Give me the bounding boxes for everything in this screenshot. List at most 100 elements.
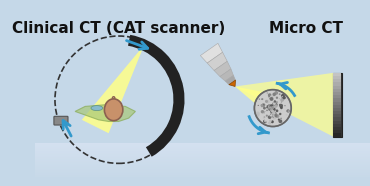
Bar [35, 160, 370, 161]
Circle shape [280, 106, 283, 109]
Circle shape [267, 92, 268, 94]
Circle shape [270, 95, 274, 99]
Circle shape [273, 112, 277, 116]
Bar [333, 89, 341, 92]
Circle shape [279, 93, 280, 95]
Circle shape [280, 118, 282, 119]
Ellipse shape [104, 99, 123, 121]
Circle shape [266, 100, 270, 104]
Circle shape [268, 105, 271, 109]
Circle shape [272, 116, 276, 120]
Circle shape [272, 111, 275, 114]
Polygon shape [220, 69, 233, 81]
Circle shape [269, 105, 273, 108]
Circle shape [262, 98, 264, 100]
Circle shape [260, 104, 263, 107]
Text: Clinical CT (CAT scanner): Clinical CT (CAT scanner) [12, 21, 225, 36]
Bar [35, 150, 370, 151]
Bar [35, 154, 370, 155]
Circle shape [270, 105, 274, 108]
Bar [35, 163, 370, 164]
Circle shape [273, 95, 276, 97]
Circle shape [286, 114, 287, 116]
Circle shape [272, 112, 275, 115]
Circle shape [255, 90, 291, 126]
Circle shape [270, 115, 271, 116]
Bar [333, 73, 341, 76]
Circle shape [267, 105, 270, 108]
Circle shape [279, 113, 282, 115]
Circle shape [262, 103, 265, 107]
Circle shape [273, 112, 275, 113]
Circle shape [272, 107, 274, 109]
Circle shape [263, 116, 266, 119]
Circle shape [261, 105, 263, 107]
Circle shape [266, 105, 269, 108]
Circle shape [274, 100, 276, 103]
Circle shape [280, 108, 282, 110]
Polygon shape [235, 73, 333, 137]
Circle shape [276, 97, 278, 99]
Circle shape [272, 107, 273, 108]
Circle shape [273, 115, 275, 117]
Bar [35, 175, 370, 176]
Bar [35, 171, 370, 172]
Circle shape [259, 98, 260, 100]
Bar [35, 151, 370, 152]
Bar [333, 121, 341, 124]
Polygon shape [207, 52, 227, 70]
Circle shape [274, 91, 278, 95]
Circle shape [266, 115, 268, 117]
Circle shape [264, 116, 265, 118]
Circle shape [263, 120, 267, 123]
Circle shape [271, 107, 275, 110]
Circle shape [270, 112, 271, 113]
Circle shape [272, 93, 276, 96]
Bar [35, 164, 370, 165]
Bar [35, 153, 370, 154]
Circle shape [275, 107, 276, 108]
Polygon shape [75, 105, 135, 121]
Circle shape [281, 94, 285, 98]
Bar [333, 108, 341, 111]
Circle shape [273, 106, 276, 108]
Circle shape [262, 98, 263, 100]
Circle shape [258, 105, 259, 106]
Polygon shape [214, 61, 231, 77]
Circle shape [275, 105, 278, 108]
Bar [35, 146, 370, 147]
Circle shape [272, 110, 273, 111]
Polygon shape [225, 75, 235, 85]
Circle shape [273, 108, 276, 110]
Circle shape [275, 114, 278, 117]
Bar [333, 73, 342, 137]
Circle shape [256, 113, 259, 117]
Circle shape [268, 108, 271, 111]
Circle shape [265, 117, 268, 121]
Bar [35, 149, 370, 150]
Circle shape [264, 119, 267, 122]
Circle shape [272, 106, 275, 109]
Circle shape [273, 113, 274, 114]
Bar [35, 162, 370, 163]
Bar [35, 157, 370, 158]
Bar [35, 156, 370, 157]
Circle shape [269, 106, 272, 109]
Polygon shape [229, 80, 235, 86]
Bar [333, 133, 341, 137]
Circle shape [268, 121, 271, 125]
Bar [333, 86, 341, 89]
Bar [35, 174, 370, 175]
Circle shape [272, 108, 276, 111]
Circle shape [266, 118, 268, 120]
Bar [35, 170, 370, 171]
Circle shape [272, 108, 274, 110]
Circle shape [270, 108, 275, 112]
Circle shape [272, 112, 275, 115]
Circle shape [268, 104, 271, 108]
FancyBboxPatch shape [54, 116, 68, 125]
Bar [35, 148, 370, 149]
Bar [333, 127, 341, 130]
Circle shape [256, 112, 260, 115]
Bar [35, 144, 370, 145]
